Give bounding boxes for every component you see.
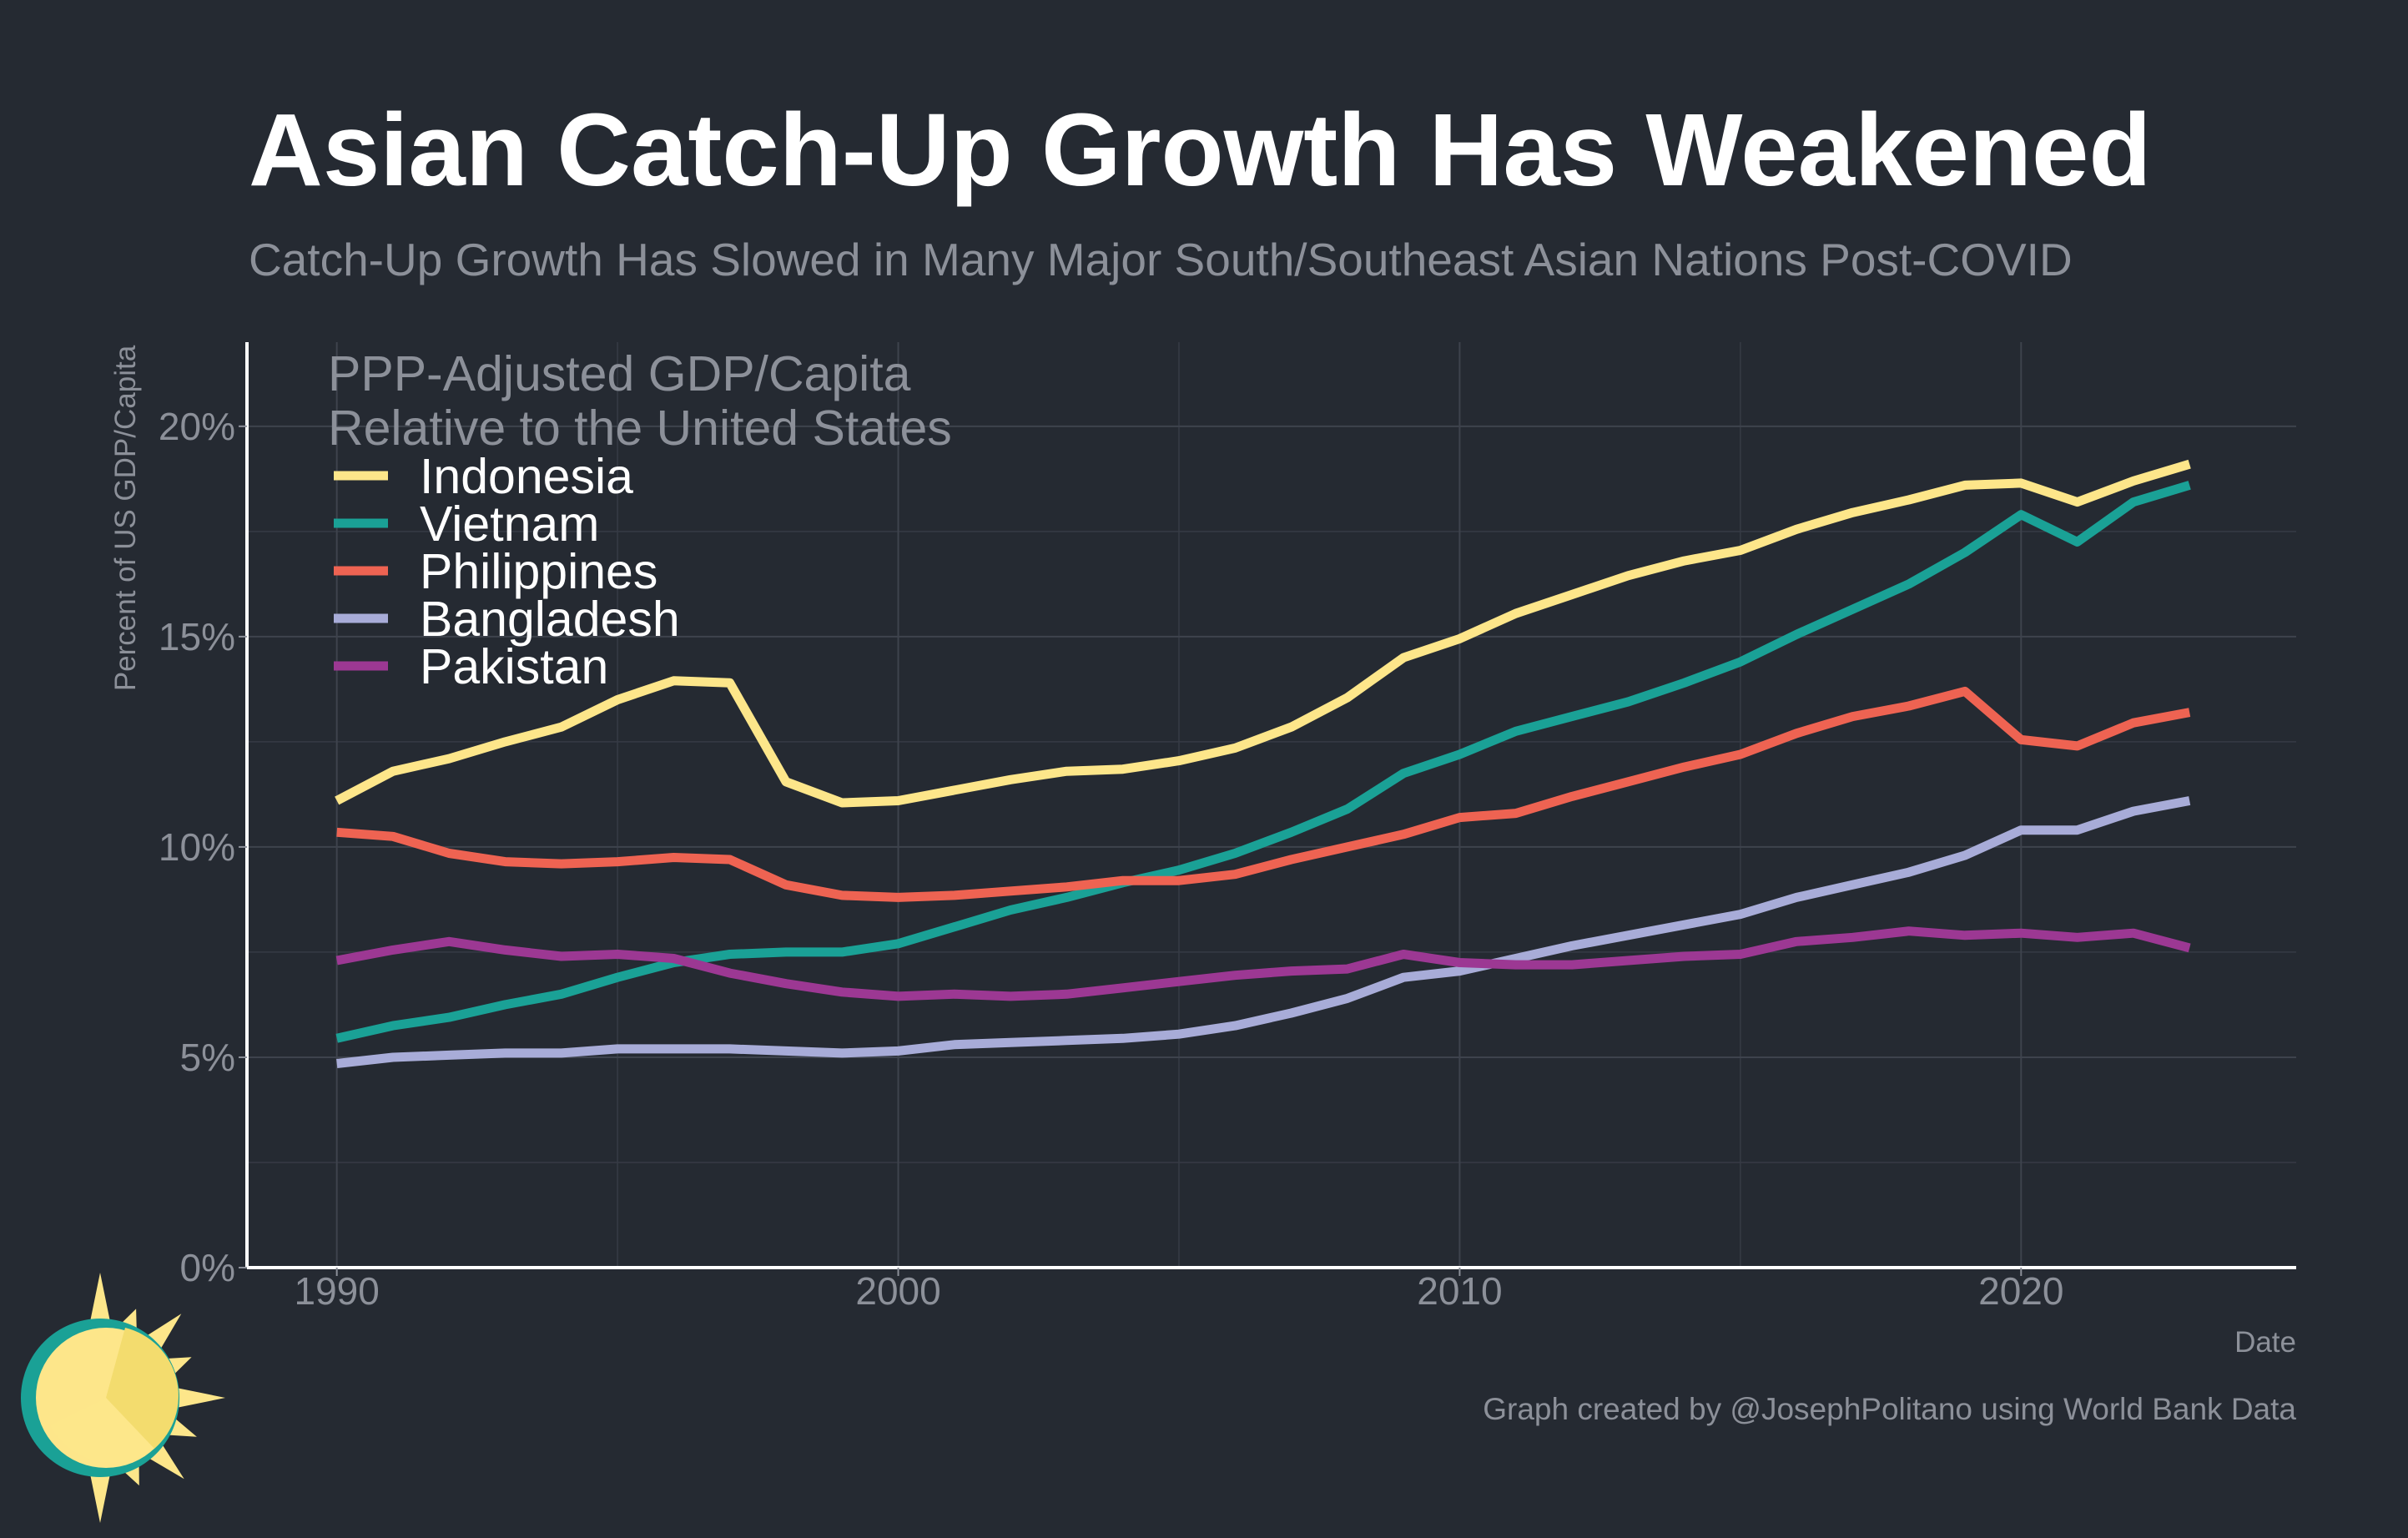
- series-line-indonesia: [335, 459, 2191, 808]
- x-tick-label: 2010: [1417, 1269, 1502, 1313]
- chart-subtitle: Catch-Up Growth Has Slowed in Many Major…: [249, 234, 2073, 285]
- sun-ray-icon: [88, 1273, 112, 1329]
- x-tick-label: 2020: [1978, 1269, 2063, 1313]
- sun-logo: [21, 1273, 225, 1523]
- y-tick-label: 10%: [159, 825, 235, 869]
- sun-highlight-icon: [50, 1398, 154, 1463]
- legend: PPP-Adjusted GDP/Capita Relative to the …: [328, 346, 952, 694]
- series-line-pakistan: [335, 926, 2191, 1001]
- legend-title-line-2: Relative to the United States: [328, 401, 952, 456]
- legend-label-bangladesh: Bangladesh: [420, 592, 680, 647]
- series-line-vietnam: [335, 481, 2191, 1043]
- series-line-philippines: [336, 686, 2191, 902]
- series-line-bangladesh: [336, 796, 2191, 1068]
- series-lines: [335, 459, 2191, 1068]
- x-tick-label: 2000: [855, 1269, 940, 1313]
- y-tick-label: 5%: [180, 1036, 235, 1079]
- sun-shade-icon: [106, 1328, 179, 1449]
- axes: 0% 5% 10% 15% 20% 1990 2000 2010 2020: [159, 342, 2296, 1313]
- x-tick-label: 1990: [294, 1269, 379, 1313]
- legend-label-indonesia: Indonesia: [420, 449, 633, 504]
- y-tick-label: 0%: [180, 1246, 235, 1289]
- sun-ray-icon: [88, 1467, 112, 1523]
- chart-title: Asian Catch-Up Growth Has Weakened: [249, 93, 2152, 208]
- grid: [247, 342, 2296, 1268]
- sun-ray-icon: [169, 1386, 225, 1409]
- x-axis-label: Date: [2234, 1326, 2296, 1359]
- chart-caption: Graph created by @JosephPolitano using W…: [1483, 1392, 2296, 1426]
- y-axis-label: Percent of US GDP/Capita: [109, 345, 142, 691]
- legend-label-pakistan: Pakistan: [420, 639, 608, 694]
- legend-title-line-1: PPP-Adjusted GDP/Capita: [328, 346, 911, 401]
- y-tick-label: 20%: [159, 405, 235, 448]
- legend-label-vietnam: Vietnam: [420, 497, 599, 552]
- y-tick-label: 15%: [159, 615, 235, 658]
- legend-label-philippines: Philippines: [420, 544, 657, 599]
